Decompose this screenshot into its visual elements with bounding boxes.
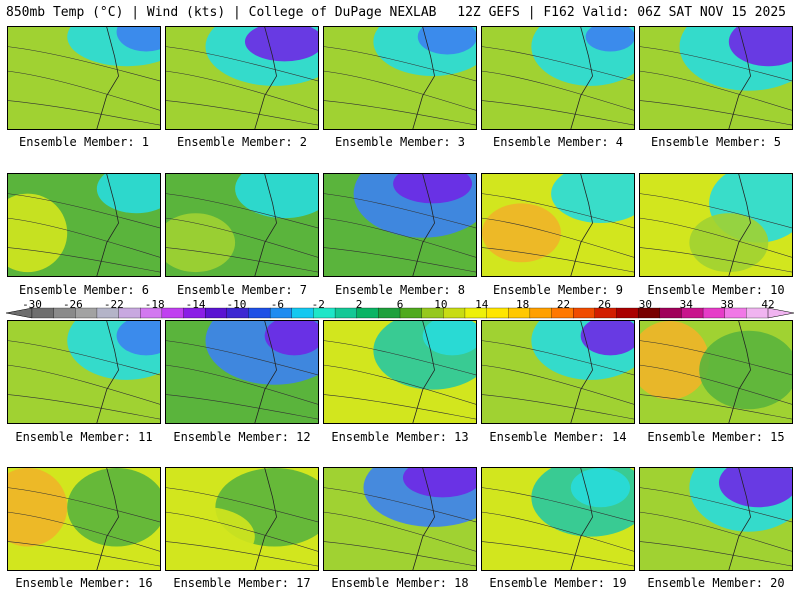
ensemble-member-label: Ensemble Member: 5 xyxy=(650,135,782,149)
colorbar-swatch xyxy=(616,307,639,319)
temperature-colorbar xyxy=(6,307,794,319)
colorbar-swatch xyxy=(205,307,228,319)
ensemble-member-map xyxy=(481,26,635,130)
temperature-field xyxy=(166,174,318,276)
ensemble-member-map xyxy=(165,26,319,130)
ensemble-member-label: Ensemble Member: 12 xyxy=(173,430,311,444)
temperature-field xyxy=(324,174,476,276)
temperature-field xyxy=(166,27,318,129)
temperature-field xyxy=(166,468,318,570)
temperature-field xyxy=(482,174,634,276)
colorbar-tick-label: -22 xyxy=(103,298,124,311)
colorbar-tick-label: 26 xyxy=(597,298,612,311)
colorbar-swatch xyxy=(161,307,184,319)
colorbar-tick-label: 30 xyxy=(638,298,652,311)
ensemble-member-map xyxy=(165,173,319,277)
colorbar-swatch xyxy=(529,307,552,319)
ensemble-member-map xyxy=(481,173,635,277)
ensemble-member-label: Ensemble Member: 9 xyxy=(492,283,624,297)
ensemble-member-label: Ensemble Member: 20 xyxy=(647,576,785,590)
ensemble-member-map xyxy=(165,467,319,571)
colorbar-tick-label: -6 xyxy=(270,298,284,311)
ensemble-member-map xyxy=(639,320,793,424)
map-title: 850mb Temp (°C) | Wind (kts) | College o… xyxy=(6,5,437,20)
temperature-field xyxy=(324,321,476,423)
ensemble-member-label: Ensemble Member: 11 xyxy=(15,430,153,444)
colorbar-tick-label: 42 xyxy=(761,298,775,311)
colorbar-tick-label: 14 xyxy=(475,298,489,311)
temperature-field xyxy=(482,468,634,570)
ensemble-member-label: Ensemble Member: 10 xyxy=(647,283,785,297)
ensemble-member-map xyxy=(481,320,635,424)
temperature-field xyxy=(324,27,476,129)
temperature-field xyxy=(8,174,160,276)
ensemble-member-label: Ensemble Member: 18 xyxy=(331,576,469,590)
temperature-field xyxy=(640,468,792,570)
temperature-field xyxy=(8,468,160,570)
colorbar-swatch xyxy=(573,307,596,319)
ensemble-member-label: Ensemble Member: 1 xyxy=(18,135,150,149)
ensemble-member-label: Ensemble Member: 8 xyxy=(334,283,466,297)
ensemble-member-map xyxy=(165,320,319,424)
colorbar-swatch xyxy=(486,307,509,319)
colorbar-tick-label: 6 xyxy=(396,298,404,311)
ensemble-member-label: Ensemble Member: 16 xyxy=(15,576,153,590)
ensemble-member-map xyxy=(639,26,793,130)
colorbar-tick-label: -14 xyxy=(185,298,206,311)
ensemble-member-map xyxy=(323,320,477,424)
colorbar-swatch xyxy=(334,307,358,319)
ensemble-member-map xyxy=(323,467,477,571)
temperature-field xyxy=(640,27,792,129)
ensemble-member-map xyxy=(323,173,477,277)
temperature-field xyxy=(482,27,634,129)
ensemble-member-map xyxy=(639,173,793,277)
ensemble-member-label: Ensemble Member: 13 xyxy=(331,430,469,444)
ensemble-member-map xyxy=(7,173,161,277)
ensemble-member-label: Ensemble Member: 3 xyxy=(334,135,466,149)
run-valid-time: 12Z GEFS | F162 Valid: 06Z SAT NOV 15 20… xyxy=(457,5,786,20)
ensemble-member-label: Ensemble Member: 15 xyxy=(647,430,785,444)
colorbar-tick-label: 2 xyxy=(355,298,363,311)
ensemble-member-map xyxy=(639,467,793,571)
temperature-field xyxy=(324,468,476,570)
colorbar-tick-label: 22 xyxy=(556,298,571,311)
ensemble-member-map xyxy=(7,26,161,130)
temperature-field xyxy=(482,321,634,423)
ensemble-member-label: Ensemble Member: 2 xyxy=(176,135,308,149)
temperature-field xyxy=(640,321,792,423)
ensemble-member-label: Ensemble Member: 4 xyxy=(492,135,624,149)
ensemble-member-map xyxy=(481,467,635,571)
ensemble-member-map xyxy=(323,26,477,130)
colorbar-tick-label: 38 xyxy=(720,298,734,311)
colorbar-tick-label: 18 xyxy=(516,298,530,311)
colorbar-tick-label: 10 xyxy=(434,298,448,311)
colorbar-swatch xyxy=(659,307,682,319)
ensemble-member-label: Ensemble Member: 14 xyxy=(489,430,627,444)
ensemble-member-map xyxy=(7,467,161,571)
colorbar-tick-label: -30 xyxy=(22,298,42,311)
ensemble-member-label: Ensemble Member: 6 xyxy=(18,283,150,297)
ensemble-member-map xyxy=(7,320,161,424)
temperature-field xyxy=(8,27,160,129)
ensemble-member-label: Ensemble Member: 19 xyxy=(489,576,627,590)
colorbar-tick-label: -2 xyxy=(311,298,325,311)
ensemble-member-label: Ensemble Member: 7 xyxy=(176,283,308,297)
temperature-field xyxy=(8,321,160,423)
colorbar-tick-label: -10 xyxy=(226,298,247,311)
temperature-field xyxy=(640,174,792,276)
colorbar-swatch xyxy=(291,307,314,319)
colorbar-tick-label: -26 xyxy=(62,298,83,311)
colorbar-tick-label: -18 xyxy=(144,298,165,311)
colorbar-swatch xyxy=(248,307,271,319)
colorbar-tick-label: 34 xyxy=(679,298,693,311)
temperature-field xyxy=(166,321,318,423)
ensemble-member-label: Ensemble Member: 17 xyxy=(173,576,311,590)
